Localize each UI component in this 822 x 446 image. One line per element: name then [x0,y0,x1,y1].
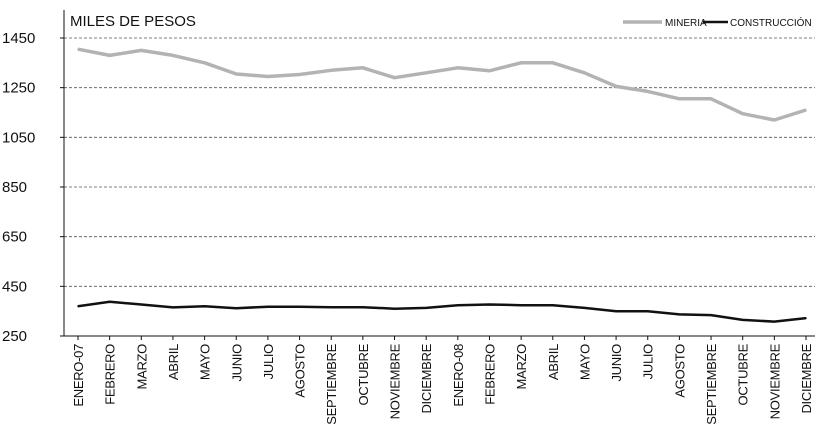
x-tick-label: MAYO [198,344,213,380]
x-tick-label: FEBRERO [103,344,118,405]
data-point-construcci-n [741,319,744,321]
data-point-construcci-n [615,310,617,312]
data-point-mineria [615,85,617,88]
data-point-construcci-n [710,314,712,316]
data-point-construcci-n [267,305,269,308]
x-tick-label: JUNIO [609,344,624,382]
y-axis-unit-label: MILES DE PESOS [70,13,196,30]
data-point-construcci-n [773,320,776,323]
data-point-construcci-n [583,307,586,309]
x-tick-label: DICIEMBRE [419,343,434,413]
data-point-mineria [298,73,301,76]
y-tick-label: 1050 [2,129,35,146]
x-tick-label: DICIEMBRE [799,343,814,413]
series-lines [77,47,807,323]
data-point-construcci-n [108,300,111,303]
legend-label: MINERIA [665,18,707,29]
data-point-construcci-n [172,306,174,309]
data-point-construcci-n [140,303,143,306]
data-point-mineria [457,67,459,69]
gridlines [64,37,815,287]
data-point-mineria [108,54,111,57]
x-tick-label: JULIO [641,344,656,380]
x-tick-label: ENERO-07 [71,344,86,407]
data-point-construcci-n [551,304,554,307]
y-tick-label: 1450 [2,30,35,47]
x-tick-label: MARZO [134,344,149,390]
x-tick-label: MARZO [514,344,529,390]
data-point-construcci-n [330,306,333,308]
data-point-mineria [235,73,238,75]
legend: MINERIA CONSTRUCCIÓN [623,16,812,29]
series-line-mineria [77,47,807,122]
data-point-construcci-n [393,307,396,310]
x-tick-label: JUNIO [229,344,244,382]
data-point-mineria [805,109,807,111]
x-tick-label: ABRIL [546,344,561,380]
data-point-mineria [488,69,491,72]
x-tick-label: NOVIEMBRE [388,343,403,419]
x-tick-label: OCTUBRE [356,343,371,405]
x-tick-label: JULIO [261,344,276,380]
x-tick-label: OCTUBRE [736,343,751,405]
data-point-mineria [330,69,333,72]
data-point-mineria [267,75,269,78]
y-tick-label: 450 [2,278,27,295]
data-point-mineria [140,49,143,52]
y-tick-label: 650 [2,229,27,246]
x-tick-label: NOVIEMBRE [767,343,782,419]
x-tick-label: AGOSTO [672,344,687,398]
data-point-mineria [710,98,712,100]
x-tick-label: FEBRERO [482,344,497,405]
data-point-mineria [646,90,649,93]
data-point-mineria [741,112,744,115]
data-point-construcci-n [77,305,79,308]
y-tick-label: 850 [2,179,27,196]
data-point-mineria [678,98,681,100]
data-point-construcci-n [646,310,649,312]
data-point-construcci-n [678,313,681,316]
x-tick-label: ABRIL [166,344,181,380]
data-point-construcci-n [805,317,807,319]
data-point-mineria [551,62,554,64]
data-point-mineria [172,54,174,57]
x-tick-label: MAYO [577,344,592,380]
data-point-mineria [520,62,522,64]
data-point-construcci-n [203,305,206,308]
data-point-mineria [203,62,206,64]
x-tick-label: SEPTIEMBRE [324,343,339,424]
data-point-construcci-n [520,304,522,307]
data-point-mineria [77,48,79,50]
y-tick-label: 250 [2,328,27,345]
data-point-construcci-n [362,306,364,308]
y-tick-label: 1250 [2,80,35,97]
x-tick-label: ENERO-08 [451,344,466,407]
y-tick-labels: 250 450 650 850 1050 1250 1450 [2,30,64,345]
series-line-construcci-n [77,300,807,323]
x-tick-label: AGOSTO [293,344,308,398]
data-point-mineria [583,71,586,74]
data-point-construcci-n [425,307,427,309]
data-point-mineria [393,76,396,79]
legend-label: CONSTRUCCIÓN [730,16,812,29]
data-point-mineria [425,71,427,74]
x-tick-label: SEPTIEMBRE [704,343,719,424]
data-point-construcci-n [457,304,459,307]
data-point-mineria [362,67,364,69]
data-point-construcci-n [298,305,301,308]
data-point-mineria [773,119,776,121]
data-point-construcci-n [235,307,238,309]
data-point-construcci-n [488,303,491,306]
x-tick-labels: ENERO-07 FEBRERO MARZO ABRIL MAYO JUNIO JULIO A… [71,336,814,425]
